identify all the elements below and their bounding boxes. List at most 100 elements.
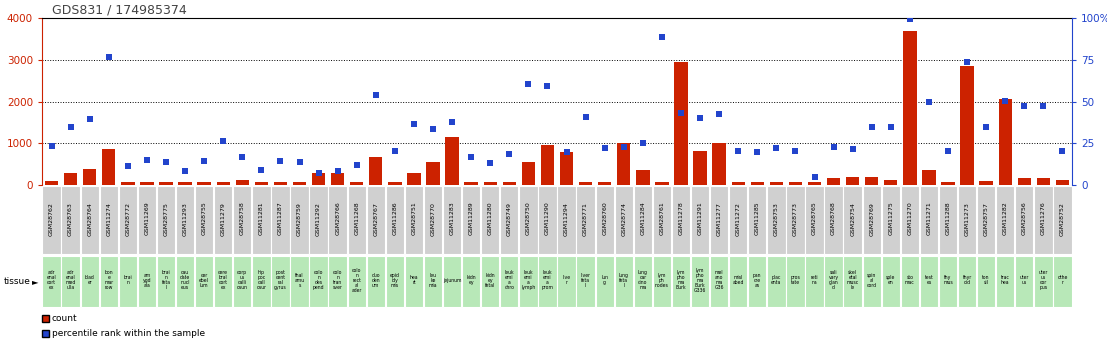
- Bar: [922, 170, 935, 185]
- FancyBboxPatch shape: [366, 256, 385, 307]
- FancyBboxPatch shape: [558, 256, 576, 307]
- Bar: [407, 173, 421, 185]
- Text: GSM11288: GSM11288: [945, 202, 951, 235]
- Bar: [197, 183, 210, 185]
- FancyBboxPatch shape: [462, 256, 480, 307]
- Text: leu
ke
mia: leu ke mia: [428, 273, 437, 288]
- FancyBboxPatch shape: [100, 186, 118, 254]
- FancyBboxPatch shape: [62, 256, 80, 307]
- FancyBboxPatch shape: [234, 256, 251, 307]
- Point: [959, 59, 976, 65]
- FancyBboxPatch shape: [519, 186, 538, 254]
- Bar: [541, 145, 555, 185]
- Text: lym
pho
ma
Burk: lym pho ma Burk: [675, 270, 686, 290]
- Text: ton
sil: ton sil: [982, 275, 990, 285]
- Text: GSM11269: GSM11269: [144, 202, 149, 236]
- Text: GSM11276: GSM11276: [1041, 202, 1046, 236]
- Text: lun
g: lun g: [601, 275, 608, 285]
- FancyBboxPatch shape: [214, 186, 232, 254]
- Point: [252, 168, 270, 173]
- Bar: [808, 183, 821, 185]
- Text: GSM28757: GSM28757: [984, 202, 989, 236]
- FancyBboxPatch shape: [348, 256, 366, 307]
- Text: pan
cre
as: pan cre as: [753, 273, 762, 288]
- FancyBboxPatch shape: [691, 256, 710, 307]
- Point: [920, 99, 938, 104]
- FancyBboxPatch shape: [596, 186, 614, 254]
- Bar: [713, 143, 726, 185]
- FancyBboxPatch shape: [443, 186, 462, 254]
- Text: GSM28756: GSM28756: [1022, 202, 1027, 236]
- Point: [1035, 104, 1053, 109]
- FancyBboxPatch shape: [901, 186, 919, 254]
- Text: GSM28772: GSM28772: [125, 201, 131, 236]
- FancyBboxPatch shape: [1053, 186, 1072, 254]
- FancyBboxPatch shape: [672, 186, 690, 254]
- FancyBboxPatch shape: [806, 186, 824, 254]
- Text: sali
vary
glan
d: sali vary glan d: [828, 270, 839, 290]
- Text: GSM28773: GSM28773: [793, 201, 798, 236]
- FancyBboxPatch shape: [176, 256, 194, 307]
- Text: live
r: live r: [562, 275, 570, 285]
- Text: uter
us: uter us: [1020, 275, 1030, 285]
- Point: [939, 148, 956, 154]
- Point: [672, 110, 690, 116]
- FancyBboxPatch shape: [329, 186, 346, 254]
- Text: thy
mus: thy mus: [943, 275, 953, 285]
- FancyBboxPatch shape: [329, 256, 346, 307]
- Text: duo
den
um: duo den um: [372, 273, 380, 288]
- Point: [558, 150, 576, 155]
- Point: [996, 98, 1014, 104]
- FancyBboxPatch shape: [538, 186, 557, 254]
- Text: lym
ph
nodes: lym ph nodes: [655, 273, 669, 288]
- Point: [767, 145, 785, 151]
- FancyBboxPatch shape: [1034, 186, 1053, 254]
- FancyBboxPatch shape: [767, 256, 786, 307]
- Bar: [980, 181, 993, 185]
- Text: GSM28769: GSM28769: [869, 202, 875, 236]
- FancyBboxPatch shape: [482, 186, 499, 254]
- Text: uter
us
cor
pus: uter us cor pus: [1038, 270, 1048, 290]
- FancyBboxPatch shape: [901, 256, 919, 307]
- Text: kidn
ey: kidn ey: [466, 275, 476, 285]
- Text: thal
amu
s: thal amu s: [294, 273, 304, 288]
- Text: GSM28761: GSM28761: [660, 202, 664, 236]
- Point: [62, 125, 80, 130]
- Text: othe
r: othe r: [1057, 275, 1067, 285]
- FancyBboxPatch shape: [42, 186, 61, 254]
- Point: [43, 143, 61, 148]
- Point: [614, 145, 632, 150]
- Point: [711, 111, 728, 117]
- FancyBboxPatch shape: [1015, 256, 1034, 307]
- Text: brai
n
feta
l: brai n feta l: [162, 270, 170, 290]
- FancyBboxPatch shape: [42, 256, 61, 307]
- Text: plac
enta: plac enta: [772, 275, 782, 285]
- Text: GSM11270: GSM11270: [908, 202, 912, 236]
- FancyBboxPatch shape: [310, 256, 328, 307]
- Text: epid
idy
mis: epid idy mis: [390, 273, 400, 288]
- Point: [215, 138, 232, 144]
- FancyBboxPatch shape: [920, 186, 938, 254]
- FancyBboxPatch shape: [633, 256, 652, 307]
- Bar: [273, 183, 287, 185]
- Text: lung
feta
l: lung feta l: [619, 273, 629, 288]
- FancyBboxPatch shape: [462, 186, 480, 254]
- FancyBboxPatch shape: [825, 186, 842, 254]
- Bar: [941, 183, 954, 185]
- Text: spin
al
cord: spin al cord: [867, 273, 877, 288]
- FancyBboxPatch shape: [844, 256, 862, 307]
- Text: reti
na: reti na: [810, 275, 818, 285]
- Bar: [236, 180, 249, 185]
- Bar: [64, 173, 77, 185]
- Text: colo
n
rect
al
ader: colo n rect al ader: [352, 268, 362, 293]
- FancyBboxPatch shape: [118, 186, 137, 254]
- Point: [291, 159, 309, 164]
- Text: colo
n
tran
sver: colo n tran sver: [333, 270, 342, 290]
- Bar: [389, 183, 402, 185]
- FancyBboxPatch shape: [577, 256, 594, 307]
- Point: [1054, 148, 1072, 154]
- Point: [977, 125, 995, 130]
- Bar: [579, 183, 592, 185]
- Point: [463, 155, 480, 160]
- Text: sple
en: sple en: [886, 275, 896, 285]
